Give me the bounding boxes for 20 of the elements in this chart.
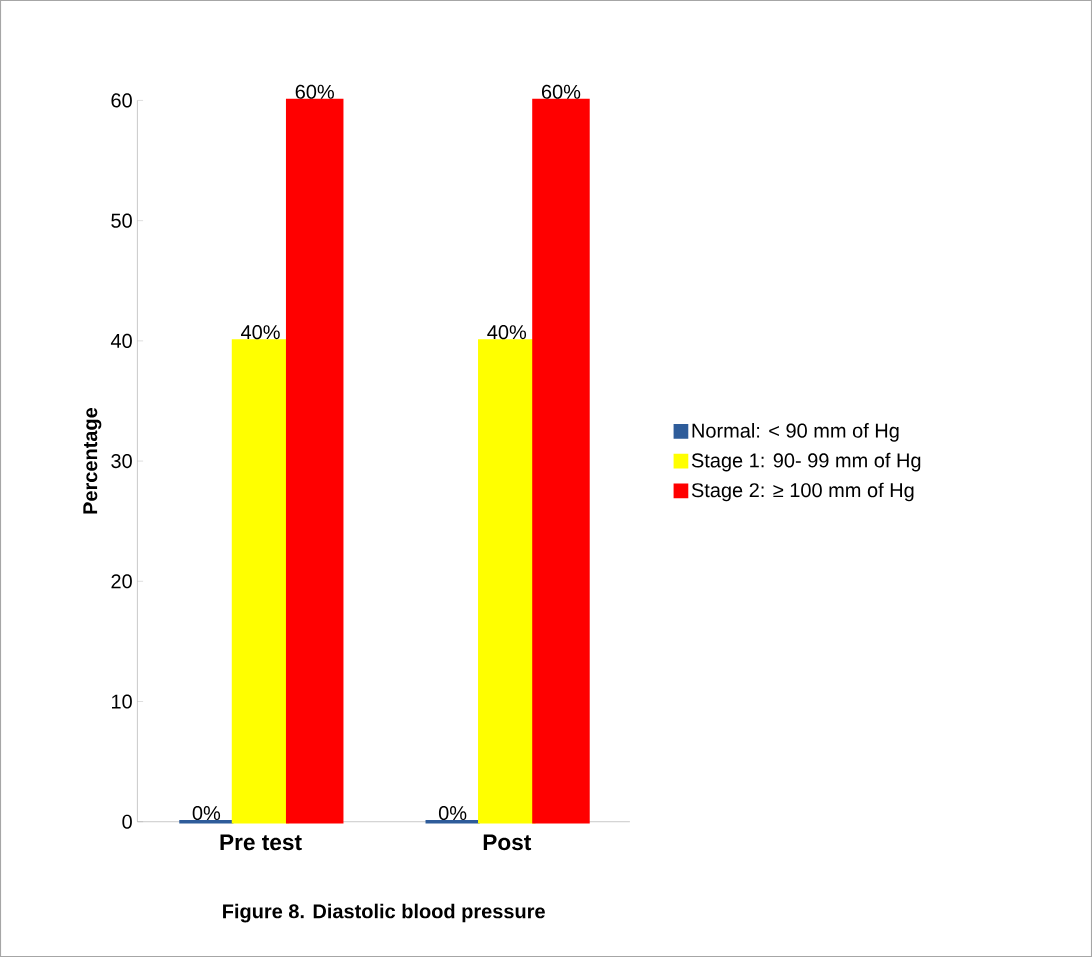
x-tick-label: Post [483, 834, 532, 851]
legend-label: Stage 1: 90- 99 mm of Hg [691, 452, 921, 472]
data-label: 0% [438, 805, 467, 821]
text: Figure 8. Diastolic blood pressure [223, 903, 545, 923]
x-tick-label: Pre test [220, 834, 302, 851]
y-tick-label: 30 [111, 453, 132, 469]
y-tick-label: 10 [112, 694, 132, 709]
data-label: 60% [542, 84, 581, 99]
data-label: 60% [295, 84, 334, 99]
y-tick-label: 0 [122, 814, 132, 829]
y-tick-label: 60 [111, 93, 132, 108]
data-label: 40% [487, 325, 527, 340]
legend-label: Normal: < 90 mm of Hg [692, 423, 899, 442]
y-tick-label: 20 [111, 574, 132, 589]
data-label: 40% [241, 325, 280, 340]
y-tick-label: 40 [110, 333, 132, 348]
data-label: 0% [192, 805, 221, 821]
y-tick-label: 50 [111, 213, 132, 228]
y-axis-title: Percentage [83, 407, 102, 514]
legend-label: Stage 2: ≥ 100 mm of Hg [691, 482, 914, 502]
